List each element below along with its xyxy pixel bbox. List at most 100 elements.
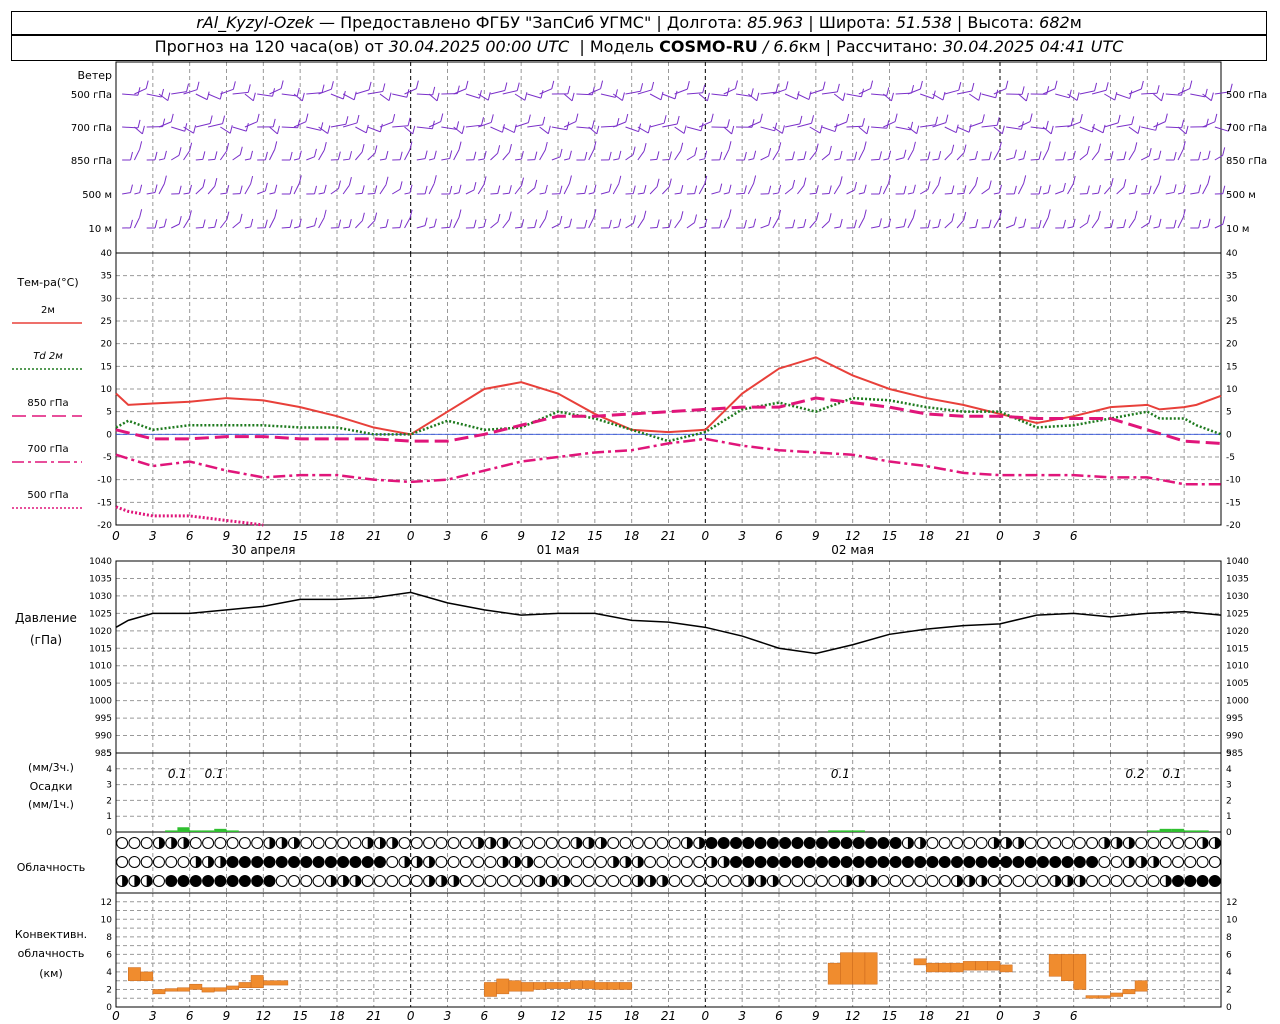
cloud-cover-half (1116, 837, 1123, 849)
wind-barb-flag (1148, 185, 1152, 194)
wind-barb-flag (1164, 113, 1168, 122)
cloud-cover-symbol (901, 875, 914, 887)
wind-barb-flag (919, 80, 923, 90)
wind-barb-flag (298, 218, 302, 227)
wind-barb-flag (399, 151, 403, 160)
hour-tick-top: 0 (407, 529, 415, 543)
cloud-cover-symbol (177, 856, 190, 868)
wind-barb-flag (1182, 209, 1186, 218)
wind-barb (932, 158, 939, 161)
cloud-cover-half (122, 875, 128, 887)
wind-barb (1030, 158, 1040, 161)
hour-tick-top: 21 (366, 529, 381, 543)
wind-barb-flag (608, 151, 612, 160)
wind-barb-flag (1155, 122, 1159, 131)
wind-barb-flag (1131, 116, 1135, 125)
cloud-cover-symbol (619, 837, 632, 849)
wind-barb (342, 93, 355, 101)
cloud-cover-symbol (1184, 837, 1197, 849)
wind-barb-flag (815, 143, 819, 152)
cloud-cover-symbol (754, 837, 767, 849)
cloud-cover-symbol (373, 875, 386, 887)
pres-ytick-right: 1035 (1226, 574, 1249, 584)
convective-bar (1073, 954, 1087, 990)
hour-tick-bottom: 6 (481, 1009, 489, 1023)
wind-barb (281, 226, 291, 229)
wind-barb (1128, 218, 1136, 229)
convective-bar (263, 980, 289, 986)
wind-barb (748, 158, 754, 161)
wind-barb (1202, 158, 1209, 161)
wind-barb (134, 88, 147, 95)
wind-barb-flag (808, 91, 812, 100)
hour-tick-bottom: 9 (223, 1009, 231, 1023)
wind-barb-flag (327, 125, 331, 134)
cloud-cover-symbol (128, 837, 141, 849)
wind-barb-flag (796, 91, 800, 100)
cloud-cover-half (564, 875, 570, 887)
wind-barb-flag (449, 219, 453, 228)
wind-barb (588, 192, 595, 195)
cloud-cover-symbol (1012, 875, 1025, 887)
wind-barb-flag (226, 142, 230, 152)
wind-barb (1018, 158, 1024, 161)
wind-barb-flag (866, 125, 870, 135)
wind-barb-flag (256, 113, 260, 122)
wind-barb (428, 121, 442, 128)
wind-barb (944, 126, 957, 134)
wind-barb (846, 125, 863, 128)
wind-barb (404, 149, 411, 161)
wind-barb-flag (521, 219, 525, 228)
wind-barb (122, 192, 131, 195)
wind-barb (453, 192, 460, 195)
wind-barb-flag (680, 211, 684, 220)
wind-barb-flag (497, 145, 501, 154)
cloud-cover-half (343, 875, 349, 887)
wind-barb (379, 184, 387, 195)
cloud-cover-symbol (680, 875, 693, 887)
cloud-cover-half (1128, 837, 1135, 849)
wind-barb (686, 126, 702, 132)
wind-barb (208, 158, 215, 161)
wind-barb-flag (888, 150, 892, 159)
wind-barb (785, 123, 801, 128)
convective-bar (987, 961, 1001, 971)
wind-barb (478, 121, 492, 128)
wind-barb-flag (1173, 151, 1177, 161)
wind-barb-flag (1068, 89, 1072, 98)
wind-barb-flag (1023, 150, 1027, 159)
cloud-cover-symbol (938, 856, 951, 868)
wind-barb (637, 89, 652, 95)
temp-ytick-right: -10 (1226, 476, 1241, 486)
wind-barb-flag (974, 150, 978, 160)
wind-barb (1153, 226, 1160, 229)
wind-barb (1202, 121, 1216, 128)
wind-barb-flag (643, 143, 647, 152)
cloud-cover-half (502, 837, 509, 849)
wind-barb-flag (409, 209, 413, 218)
wind-barb (1153, 183, 1160, 195)
wind-barb (1214, 91, 1231, 95)
wind-barb (514, 158, 522, 161)
hour-tick-top: 6 (481, 529, 489, 543)
wind-barb-flag (1181, 119, 1185, 128)
convective-bar (1122, 989, 1136, 995)
wind-barb-flag (656, 178, 660, 187)
conv-ytick-right: 10 (1226, 915, 1238, 925)
cloud-cover-symbol (349, 837, 362, 849)
wind-barb-flag (1198, 219, 1202, 229)
wind-barb-flag (139, 184, 143, 193)
cloud-cover-half (429, 856, 435, 868)
wind-barb-flag (951, 144, 955, 153)
wind-barb (1177, 126, 1187, 135)
wind-barb (392, 93, 407, 98)
wind-barb-flag (621, 92, 625, 101)
cloud-cover-symbol (914, 856, 927, 868)
precip-unit-3h: (мм/3ч.) (28, 761, 74, 774)
wind-barb-flag (214, 219, 218, 228)
cloud-cover-symbol (545, 856, 558, 868)
cloud-cover-half (551, 875, 558, 887)
cloud-cover-symbol (300, 856, 313, 868)
cloud-cover-half (907, 837, 914, 849)
hour-tick-bottom: 9 (517, 1009, 525, 1023)
